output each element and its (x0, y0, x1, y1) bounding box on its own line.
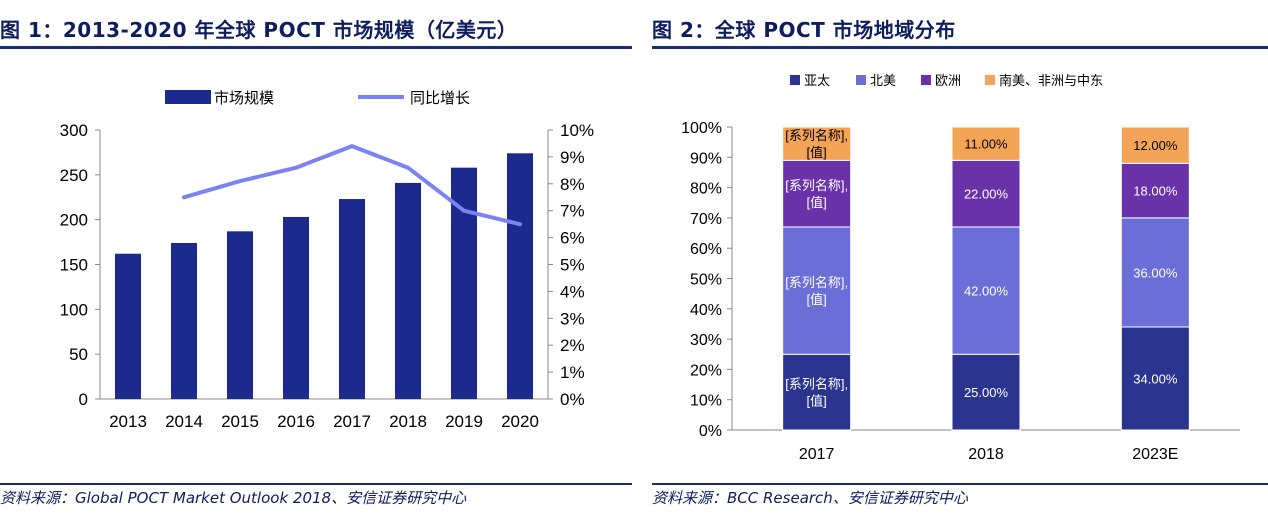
y-tick-label-right: 0% (560, 390, 585, 409)
y-tick-label-right: 2% (560, 336, 585, 355)
y-tick-label: 40% (690, 302, 722, 319)
x-tick-label: 2018 (968, 446, 1004, 463)
legend-label-yoy-growth: 同比增长 (410, 89, 470, 107)
legend-label: 南美、非洲与中东 (999, 73, 1103, 89)
legend-swatch-market-size (165, 90, 211, 104)
legend-swatch (985, 75, 995, 85)
data-label: 42.00% (964, 284, 1009, 299)
x-tick-label: 2014 (165, 412, 203, 431)
chart1-title: 图 1：2013-2020 年全球 POCT 市场规模（亿美元） (0, 18, 518, 42)
y-tick-label: 100% (681, 120, 722, 137)
bar-market-size (395, 182, 421, 399)
bar-segment (782, 159, 852, 228)
y-tick-label-right: 9% (560, 148, 585, 167)
chart2-title-rule (652, 46, 1268, 49)
legend-label-market-size: 市场规模 (214, 89, 274, 107)
y-tick-label: 50% (690, 272, 722, 289)
chart2-title: 图 2：全球 POCT 市场地域分布 (652, 18, 956, 42)
y-tick-label-left: 150 (60, 256, 88, 275)
bar-segment (782, 126, 852, 161)
chart2-source-rule (652, 483, 1268, 485)
data-label: [系列名称], (785, 275, 848, 290)
bar-market-size (339, 199, 365, 399)
chart1-source-rule (0, 483, 632, 485)
y-tick-label: 0% (699, 423, 722, 440)
data-label: 34.00% (1133, 371, 1178, 386)
data-label: [系列名称], (785, 178, 848, 193)
data-label: [值] (807, 145, 827, 160)
y-tick-label: 20% (690, 362, 722, 379)
bar-segment (951, 226, 1021, 355)
bar-segment (782, 353, 852, 431)
data-label: [系列名称], (785, 128, 848, 143)
x-tick-label: 2017 (799, 446, 835, 463)
y-tick-label: 80% (690, 181, 722, 198)
chart1-title-rule (0, 46, 632, 49)
legend-label: 欧洲 (935, 74, 961, 89)
y-tick-label-left: 250 (60, 166, 88, 185)
y-tick-label: 30% (690, 332, 722, 349)
bar-market-size (115, 253, 141, 399)
bar-market-size (507, 153, 533, 399)
chart2-source: 资料来源：BCC Research、安信证券研究中心 (652, 489, 968, 507)
bar-segment (951, 353, 1021, 431)
y-tick-label-right: 6% (560, 229, 585, 248)
legend-swatch (921, 75, 931, 85)
legend-swatch (790, 75, 800, 85)
bar-segment (1120, 217, 1190, 328)
x-tick-label: 2023E (1132, 446, 1178, 463)
bar-segment (1120, 162, 1190, 219)
data-label: 18.00% (1133, 184, 1178, 199)
y-tick-label: 70% (690, 211, 722, 228)
y-tick-label-left: 200 (60, 211, 88, 230)
chart2-plot: 0% 10% 20% 30% 40% 50% 60% 70% 80% 90% 100% [系列名称],… (681, 73, 1240, 463)
data-label: [值] (807, 292, 827, 307)
chart1-source: 资料来源：Global POCT Market Outlook 2018、安信证… (0, 489, 467, 507)
chart1-plot: 0 50 100 150 200 250 300 0% 1% 2% 3% 4% 5% 6% 7% 8% 9% 10… (60, 89, 594, 431)
bar-segment (951, 126, 1021, 161)
data-label: 36.00% (1133, 265, 1178, 280)
x-tick-label: 2020 (501, 412, 539, 431)
y-tick-label-left: 50 (69, 345, 88, 364)
bar-market-size (227, 231, 253, 399)
chart-panel-market-size: 图 1：2013-2020 年全球 POCT 市场规模（亿美元） 0 50 100 1… (0, 0, 632, 525)
x-tick-label: 2017 (333, 412, 371, 431)
y-tick-label: 10% (690, 393, 722, 410)
y-tick-label-right: 8% (560, 175, 585, 194)
legend-swatch (856, 75, 866, 85)
y-tick-label-right: 1% (560, 363, 585, 382)
legend-label: 亚太 (804, 74, 830, 89)
y-tick-label-right: 10% (560, 121, 594, 140)
y-tick-label: 60% (690, 241, 722, 258)
y-tick-label-right: 7% (560, 202, 585, 221)
line-yoy-growth (182, 144, 522, 227)
data-label: [值] (807, 195, 827, 210)
bar-market-size (283, 216, 309, 399)
y-tick-label-left: 100 (60, 300, 88, 319)
x-tick-label: 2016 (277, 412, 315, 431)
y-tick-label-right: 5% (560, 256, 585, 275)
y-tick-label-right: 4% (560, 282, 585, 301)
data-label: 12.00% (1133, 138, 1178, 153)
x-tick-label: 2018 (389, 412, 427, 431)
y-tick-label: 90% (690, 150, 722, 167)
data-label: 11.00% (964, 137, 1008, 152)
bar-market-size (171, 242, 197, 399)
bar-segment (782, 226, 852, 355)
chart-panel-region-share: 图 2：全球 POCT 市场地域分布 0% 10% 20% 30% 40% 50% 60% 7… (652, 0, 1268, 525)
y-tick-label-left: 300 (60, 121, 88, 140)
data-label: [值] (807, 394, 827, 409)
x-tick-label: 2015 (221, 412, 259, 431)
x-tick-label: 2013 (109, 412, 147, 431)
data-label: 22.00% (964, 187, 1009, 202)
y-tick-label-right: 3% (560, 309, 585, 328)
legend-label: 北美 (870, 74, 896, 89)
data-label: [系列名称], (785, 377, 848, 392)
data-label: 25.00% (964, 385, 1009, 400)
bar-segment (1120, 126, 1190, 164)
x-tick-label: 2019 (445, 412, 483, 431)
bar-segment (951, 159, 1021, 228)
y-tick-label-left: 0 (79, 390, 88, 409)
